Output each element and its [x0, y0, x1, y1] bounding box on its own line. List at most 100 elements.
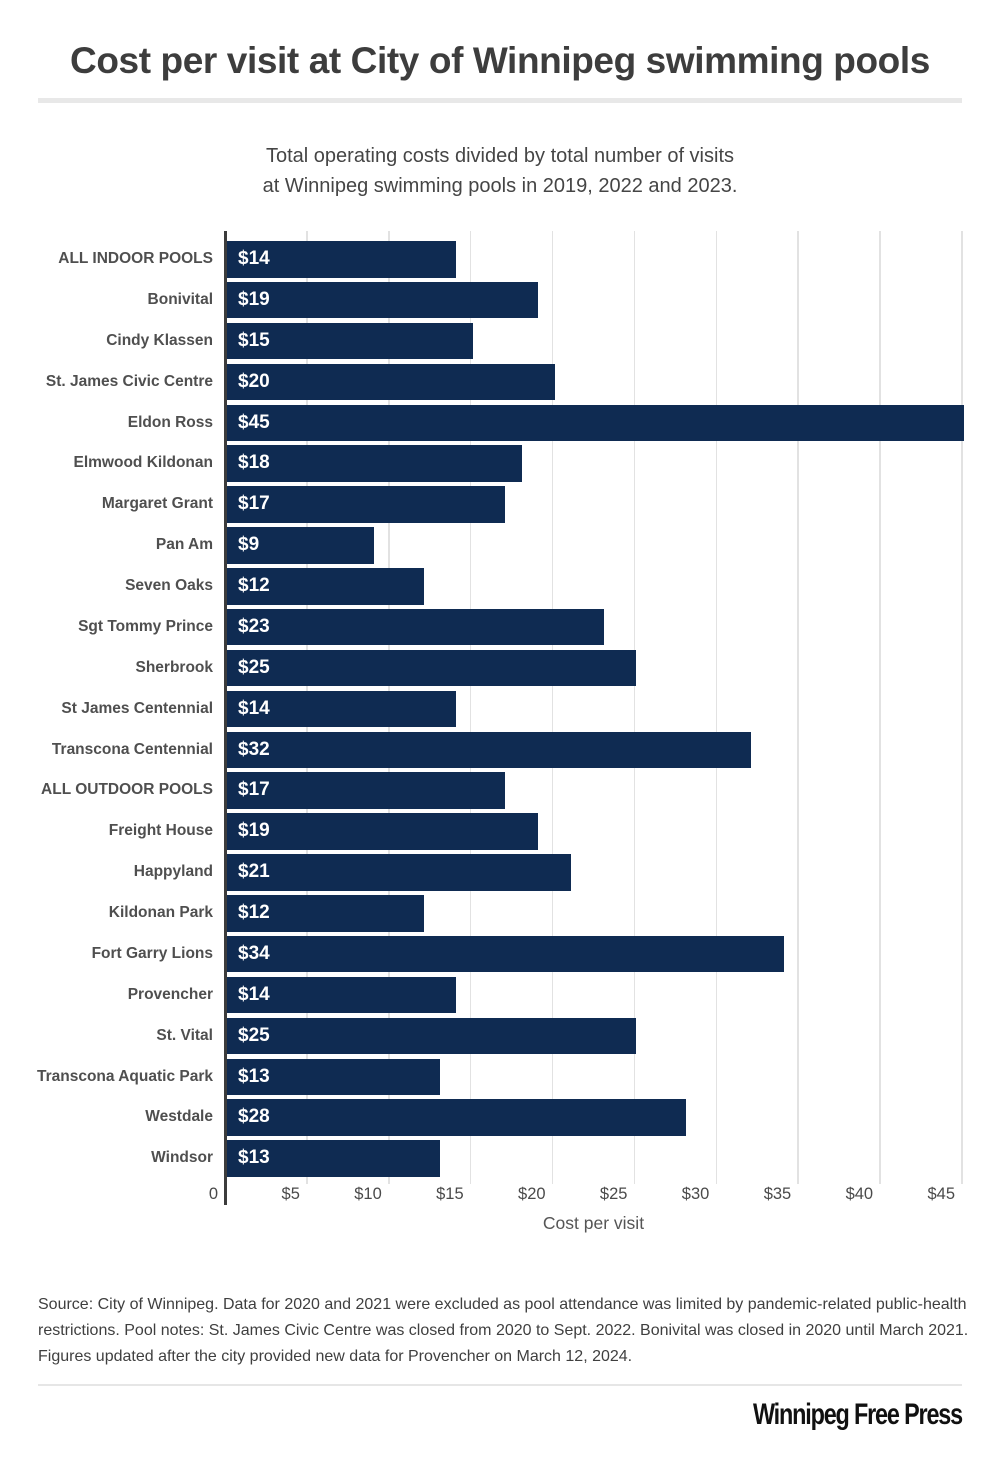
- chart-row: Cindy Klassen $15: [0, 322, 1000, 364]
- x-axis-title: Cost per visit: [542, 1213, 645, 1233]
- bar: $28: [227, 1099, 686, 1136]
- category-label: Kildonan Park: [108, 904, 213, 921]
- chart-row: Margaret Grant $17: [0, 486, 1000, 527]
- bar-value-label: $13: [238, 1147, 270, 1169]
- bar-value-label: $13: [238, 1065, 270, 1087]
- bar: $18: [227, 445, 522, 482]
- bar-value-label: $45: [238, 411, 270, 433]
- chart-row: Pan Am $9: [0, 527, 1000, 568]
- bar-value-label: $34: [238, 942, 270, 964]
- gridline: [633, 231, 636, 1184]
- chart-row: Freight House $19: [0, 813, 1000, 854]
- bar: $13: [227, 1140, 440, 1177]
- bar-value-label: $25: [238, 1024, 270, 1046]
- bar: $17: [227, 772, 506, 809]
- category-label: Fort Garry Lions: [91, 944, 213, 962]
- bar: $32: [227, 731, 752, 769]
- footer-divider: [38, 1384, 962, 1386]
- x-tick-label: $40: [845, 1185, 874, 1203]
- bar: $23: [227, 608, 604, 646]
- gridline: [797, 231, 799, 1184]
- chart-row: Elmwood Kildonan $18: [0, 445, 1000, 486]
- x-tick-label: $5: [281, 1185, 300, 1203]
- bar: $14: [227, 976, 457, 1014]
- category-label: Pan Am: [155, 536, 213, 554]
- bar: $14: [227, 241, 457, 278]
- bar-value-label: $21: [238, 861, 270, 883]
- chart-row: Sherbrook $25: [0, 649, 1000, 691]
- bar-value-label: $12: [238, 575, 270, 596]
- page-title: Cost per visit at City of Winnipeg swimm…: [70, 40, 930, 81]
- category-label: St James Centennial: [61, 699, 213, 717]
- category-label: Cindy Klassen: [106, 331, 213, 349]
- chart-subtitle: Total operating costs divided by total n…: [0, 141, 1000, 201]
- bar: $34: [227, 935, 784, 973]
- chart-subtitle-line-1: Total operating costs divided by total n…: [265, 145, 735, 167]
- category-label: Sgt Tommy Prince: [78, 617, 213, 635]
- x-tick-label: $10: [354, 1185, 382, 1203]
- chart-row: Kildonan Park $12: [0, 895, 1000, 936]
- x-tick-label: $45: [927, 1185, 955, 1203]
- category-label: Westdale: [145, 1108, 213, 1126]
- category-label: Windsor: [151, 1149, 213, 1167]
- chart-row: Westdale $28: [0, 1099, 1000, 1140]
- bar-value-label: $19: [238, 288, 270, 310]
- chart-row: Bonivital $19: [0, 281, 1000, 323]
- category-label: Transcona Centennial: [51, 740, 213, 758]
- chart-row: ALL INDOOR POOLS $14: [0, 241, 1000, 282]
- title-divider: [38, 98, 962, 103]
- bar-value-label: $19: [238, 820, 270, 842]
- chart-row: Seven Oaks $12: [0, 568, 1000, 609]
- bar-value-label: $9: [238, 534, 260, 556]
- bar-value-label: $17: [238, 493, 270, 515]
- chart-row: St. James Civic Centre $20: [0, 363, 1000, 405]
- bar-value-label: $14: [238, 248, 270, 269]
- chart-row: Provencher $14: [0, 976, 1000, 1018]
- publisher-wordmark: Winnipeg Free Press: [752, 1398, 963, 1431]
- bar-chart: ALL INDOOR POOLS $14 Bonivital $19 Cindy Kla…: [0, 231, 1000, 1241]
- bar-value-label: $32: [238, 738, 270, 760]
- x-tick-label: $15: [436, 1185, 464, 1203]
- bar: $19: [227, 281, 539, 319]
- gridline: [961, 231, 963, 1184]
- bar-value-label: $17: [238, 779, 270, 801]
- category-label: ALL OUTDOOR POOLS: [41, 781, 213, 799]
- chart-row: Transcona Centennial $32: [0, 731, 1000, 773]
- bar: $21: [227, 854, 571, 891]
- category-label: Freight House: [108, 822, 213, 840]
- category-label: ALL INDOOR POOLS: [58, 250, 213, 267]
- x-tick-label: $30: [681, 1185, 710, 1203]
- bar: $20: [227, 363, 555, 401]
- bar-value-label: $15: [238, 329, 270, 351]
- category-label: Seven Oaks: [125, 577, 213, 594]
- x-tick-label: $25: [599, 1185, 628, 1203]
- bar-value-label: $28: [238, 1106, 270, 1128]
- category-label: Provencher: [127, 985, 213, 1003]
- bar: $9: [227, 527, 375, 564]
- bar: $12: [227, 568, 424, 605]
- x-tick-label: 0: [208, 1185, 218, 1203]
- chart-row: Eldon Ross $45: [0, 404, 1000, 446]
- y-axis-line: [224, 231, 227, 1205]
- bar-rows: ALL INDOOR POOLS $14 Bonivital $19 Cindy Kla…: [0, 241, 1000, 1181]
- category-label: St. Vital: [156, 1026, 213, 1044]
- category-label: Happyland: [133, 863, 213, 881]
- bar-value-label: $12: [238, 902, 270, 923]
- bar: $25: [227, 1017, 637, 1055]
- chart-row: Fort Garry Lions $34: [0, 935, 1000, 977]
- chart-subtitle-line-2: at Winnipeg swimming pools in 2019, 2022…: [262, 175, 738, 197]
- source-note: Source: City of Winnipeg. Data for 2020 …: [38, 1296, 969, 1365]
- bar-value-label: $14: [238, 983, 270, 1005]
- bar: $17: [227, 486, 506, 523]
- x-tick-label: $35: [763, 1185, 792, 1203]
- bar-value-label: $18: [238, 452, 270, 474]
- bar: $25: [227, 649, 637, 687]
- category-label: Margaret Grant: [101, 495, 213, 513]
- category-label: St. James Civic Centre: [45, 372, 213, 390]
- bar-value-label: $23: [238, 615, 270, 637]
- category-label: Eldon Ross: [127, 413, 213, 431]
- gridline: [879, 231, 881, 1184]
- category-label: Sherbrook: [135, 658, 213, 676]
- bar-value-label: $14: [238, 697, 270, 719]
- gridline: [551, 231, 554, 1184]
